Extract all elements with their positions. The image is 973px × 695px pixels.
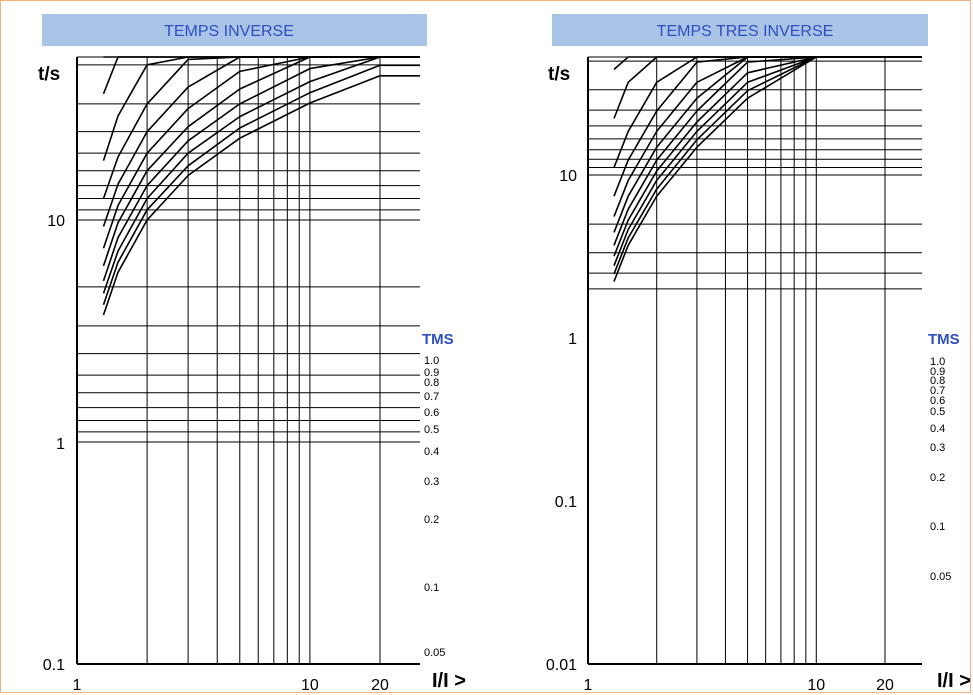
series-line-0-05: [613, 56, 922, 71]
y-tick-label: 10: [47, 213, 65, 230]
y-axis-label: t/s: [38, 64, 60, 85]
series-line-0-8: [102, 56, 420, 294]
series-line-0-1: [613, 56, 922, 119]
legend-title: TMS: [928, 331, 960, 348]
series-label: 0.05: [930, 571, 951, 583]
y-tick-label: 1: [56, 436, 65, 453]
series-line-0-1: [102, 56, 420, 95]
series-label: 0.1: [424, 582, 439, 594]
series-label: 0.6: [424, 407, 439, 419]
series-line-1-0: [102, 75, 420, 316]
chart-title-bar: [42, 14, 427, 46]
x-tick-label: 20: [876, 677, 894, 694]
series-label: 0.7: [930, 385, 945, 397]
chart-title-bar: [552, 14, 928, 46]
x-tick-label: 20: [371, 677, 389, 694]
grid-lines: [76, 56, 420, 664]
y-tick-label: 0.01: [546, 657, 577, 674]
x-tick-label: 10: [807, 677, 825, 694]
series-line-0-2: [102, 56, 420, 161]
y-tick-label: 10: [559, 168, 577, 185]
y-tick-label: 1: [568, 331, 577, 348]
series-line-0-6: [102, 56, 420, 267]
grid-lines: [587, 56, 922, 664]
y-tick-label: 0.1: [555, 494, 577, 511]
legend-title: TMS: [422, 331, 454, 348]
series-line-0-8: [613, 56, 922, 266]
series-label: 0.8: [424, 377, 439, 389]
series-line-0-5: [613, 56, 922, 233]
series-label: 0.5: [424, 424, 439, 436]
series-label: 0.7: [424, 391, 439, 403]
series-label: 0.4: [424, 446, 439, 458]
series-line-0-4: [102, 56, 420, 227]
series-label: 0.6: [930, 395, 945, 407]
chart-tres-inverse: TEMPS TRES INVERSE 0.01 0.1 1 10 1 10 20 t/s I/I …: [546, 14, 971, 694]
series-label: 0.4: [930, 423, 945, 435]
series-label: 0.05: [424, 647, 445, 659]
series-line-0-9: [102, 64, 420, 306]
x-axis-label: I/I >: [937, 670, 971, 692]
y-tick-label: 0.1: [43, 657, 65, 674]
chart-title: TEMPS INVERSE: [164, 23, 294, 40]
series-label: 0.9: [930, 366, 945, 378]
series-line-1-0: [613, 56, 922, 282]
series-label: 0.2: [424, 514, 439, 526]
series-label: 0.8: [930, 375, 945, 387]
series-label: 0.3: [930, 442, 945, 454]
series-line-0-7: [102, 56, 420, 282]
chart-title: TEMPS TRES INVERSE: [657, 23, 834, 40]
x-axis-label: I/I >: [432, 670, 466, 692]
y-axis-label: t/s: [548, 64, 570, 85]
series-label: 0.2: [930, 472, 945, 484]
series-label: 1.0: [930, 356, 945, 368]
series-label: 0.1: [930, 521, 945, 533]
series-label: 0.9: [424, 367, 439, 379]
x-tick-label: 10: [301, 677, 319, 694]
series-label: 1.0: [424, 355, 439, 367]
series-label: 0.3: [424, 476, 439, 488]
series-line-0-2: [613, 56, 922, 168]
x-tick-label: 1: [73, 677, 82, 694]
x-tick-label: 1: [584, 677, 593, 694]
series-label: 0.5: [930, 406, 945, 418]
